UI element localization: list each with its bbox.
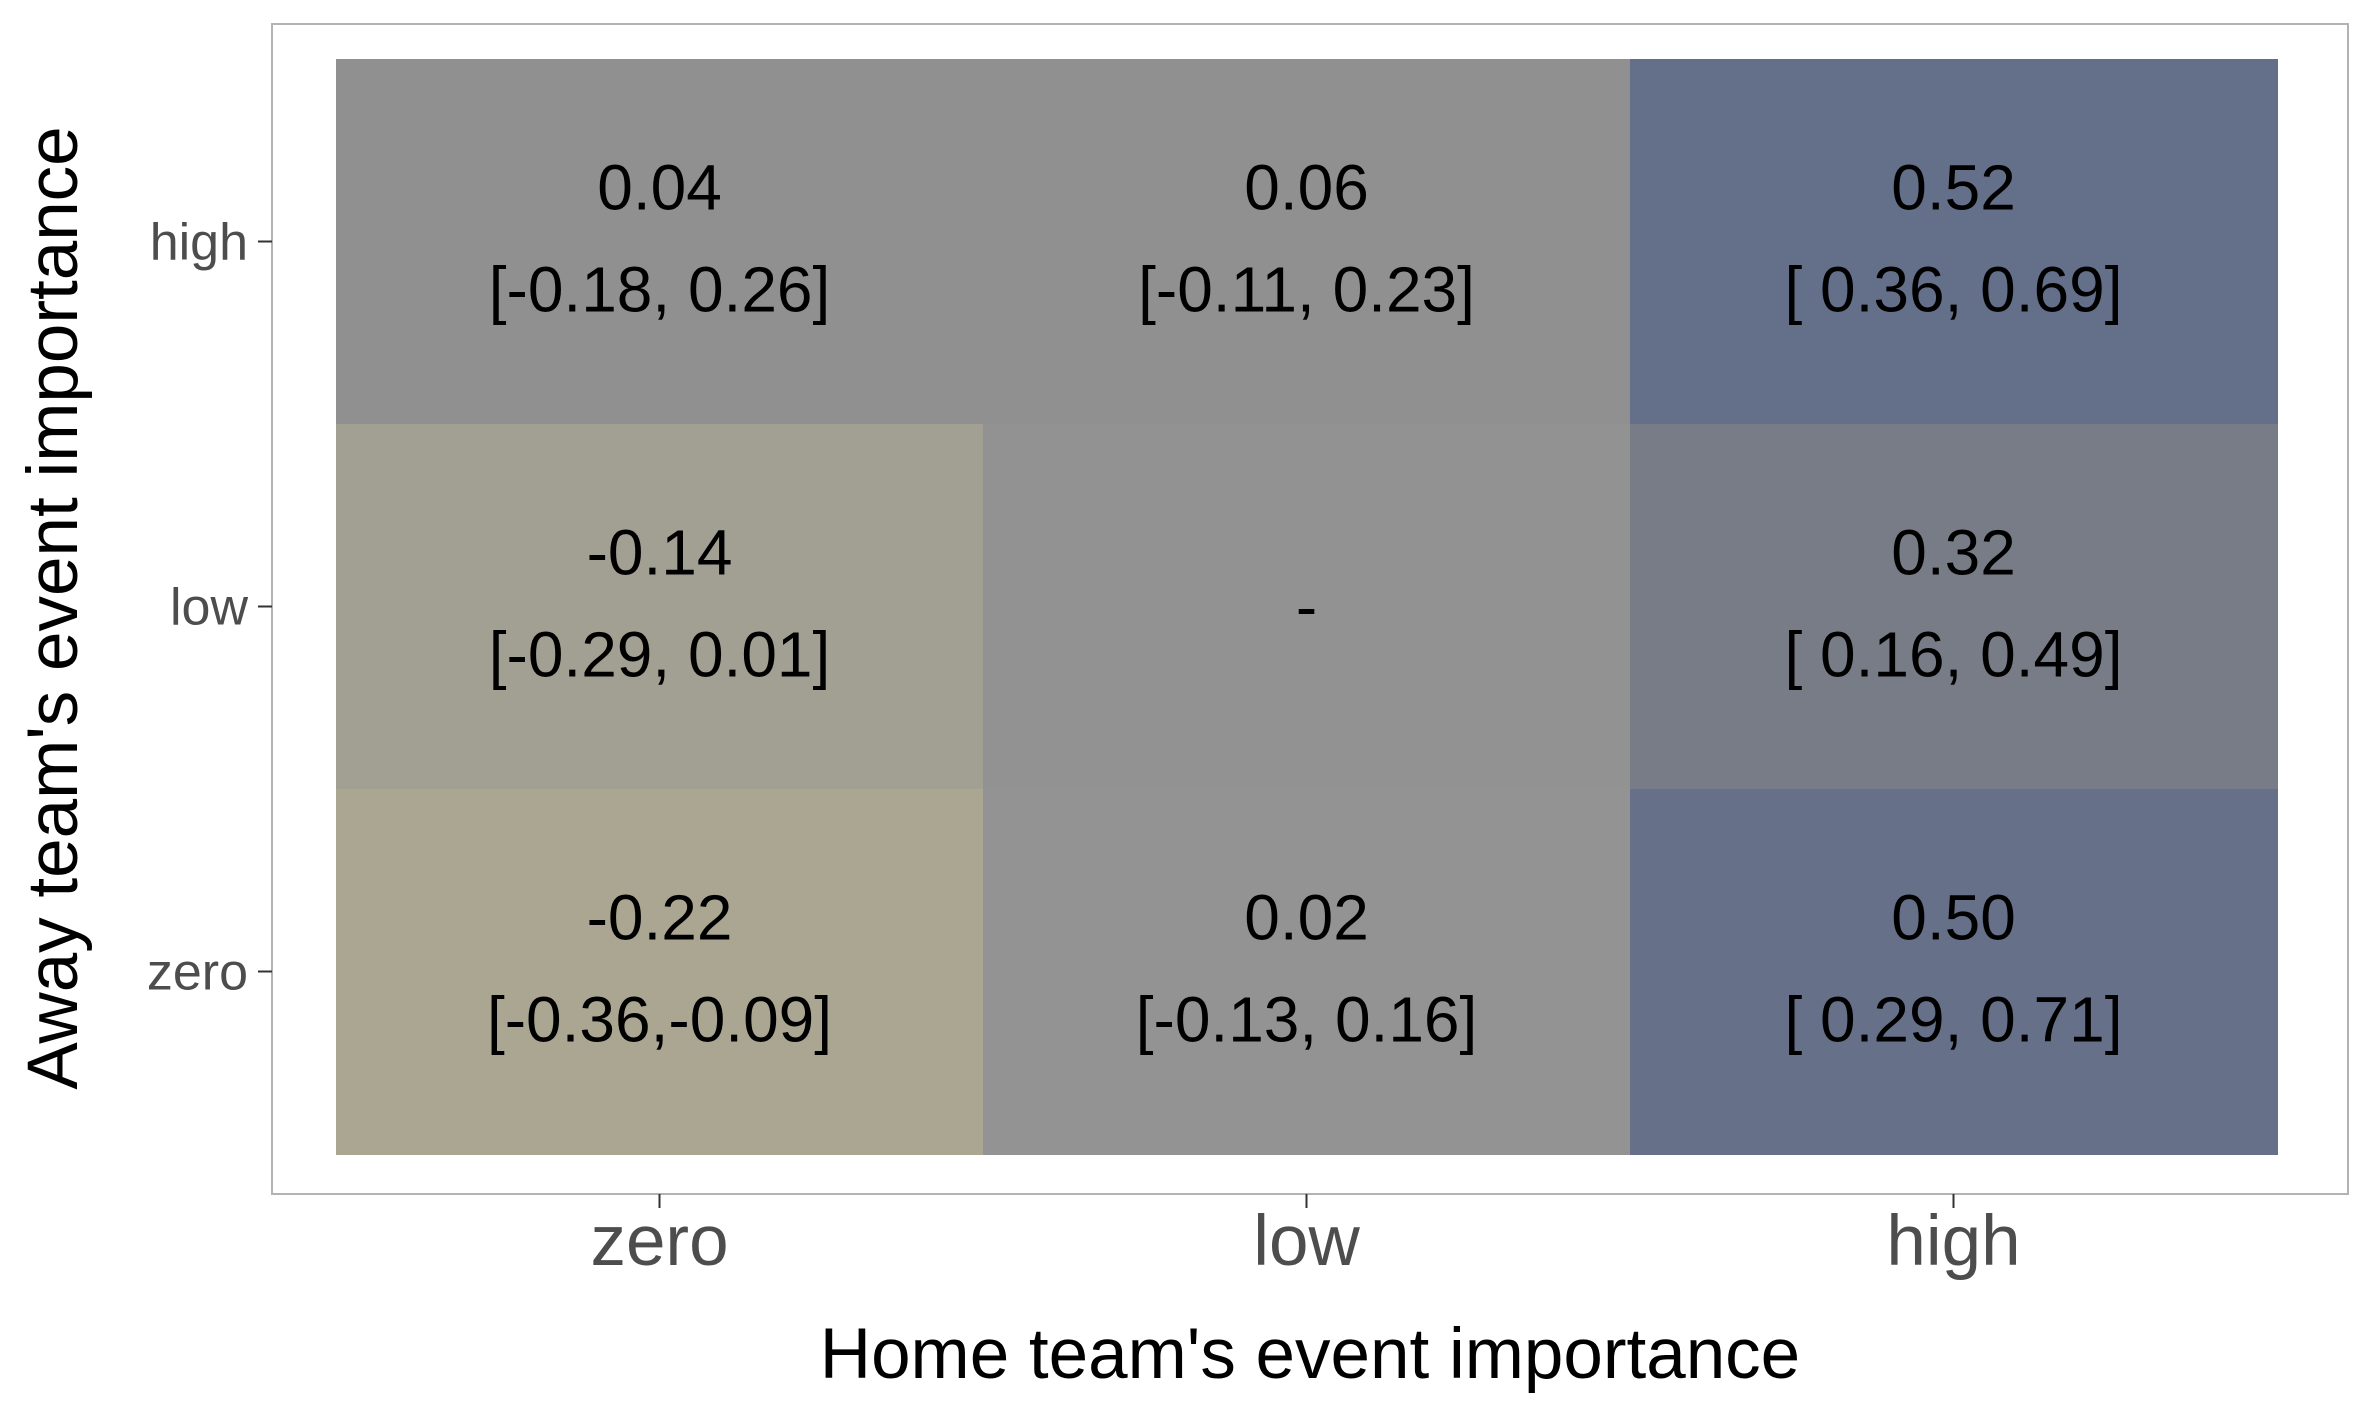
cell-value-label-high-low: 0.32 [1891, 517, 2016, 589]
cell-value-label-low-high: 0.06 [1244, 152, 1369, 224]
heatmap-cell-zero-zero [336, 789, 984, 1155]
cell-value-label-zero-low: -0.14 [587, 517, 733, 589]
cell-ci-label-high-zero: [ 0.29, 0.71] [1784, 984, 2122, 1056]
heatmap-cell-high-low [1630, 424, 2278, 790]
y-tick-label-zero: zero [147, 944, 248, 1002]
x-axis: zero low high [590, 1194, 2021, 1281]
heatmap-cell-high-high [1630, 59, 2278, 425]
cell-value-label-zero-zero: -0.22 [587, 882, 733, 954]
heatmap-cell-labels: 0.04 [-0.18, 0.26] 0.06 [-0.11, 0.23] 0.52 [ … [487, 152, 2123, 1056]
heatmap-cells [336, 59, 2278, 1155]
heatmap-cell-zero-high [336, 59, 984, 425]
heatmap-cell-high-zero [1630, 789, 2278, 1155]
cell-value-label-low-zero: 0.02 [1244, 882, 1369, 954]
y-axis-title: Away team's event importance [14, 126, 93, 1089]
heatmap-cell-zero-low [336, 424, 984, 790]
x-axis-title: Home team's event importance [820, 1315, 1800, 1394]
cell-ci-label-zero-high: [-0.18, 0.26] [489, 254, 831, 326]
cell-ci-label-low-high: [-0.11, 0.23] [1138, 254, 1475, 326]
x-tick-label-low: low [1253, 1202, 1360, 1281]
cell-ci-label-high-low: [ 0.16, 0.49] [1784, 619, 2122, 691]
cell-value-label-zero-high: 0.04 [597, 152, 722, 224]
cell-ci-label-zero-low: [-0.29, 0.01] [489, 619, 831, 691]
y-axis: zero low high [147, 214, 272, 1002]
cell-ci-label-high-high: [ 0.36, 0.69] [1784, 254, 2122, 326]
cell-value-label-low-low: - [1296, 571, 1317, 643]
cell-value-label-high-high: 0.52 [1891, 152, 2016, 224]
cell-ci-label-low-zero: [-0.13, 0.16] [1136, 984, 1478, 1056]
x-tick-label-zero: zero [590, 1202, 728, 1281]
heatmap-cell-low-high [983, 59, 1631, 425]
heatmap-cell-low-zero [983, 789, 1631, 1155]
heatmap-cell-low-low [983, 424, 1631, 790]
panel-border [271, 23, 2349, 1195]
y-tick-label-low: low [170, 579, 248, 637]
cell-value-label-high-zero: 0.50 [1891, 882, 2016, 954]
y-tick-label-high: high [150, 214, 248, 272]
cell-ci-label-zero-zero: [-0.36,-0.09] [487, 984, 832, 1056]
x-tick-label-high: high [1886, 1202, 2020, 1281]
